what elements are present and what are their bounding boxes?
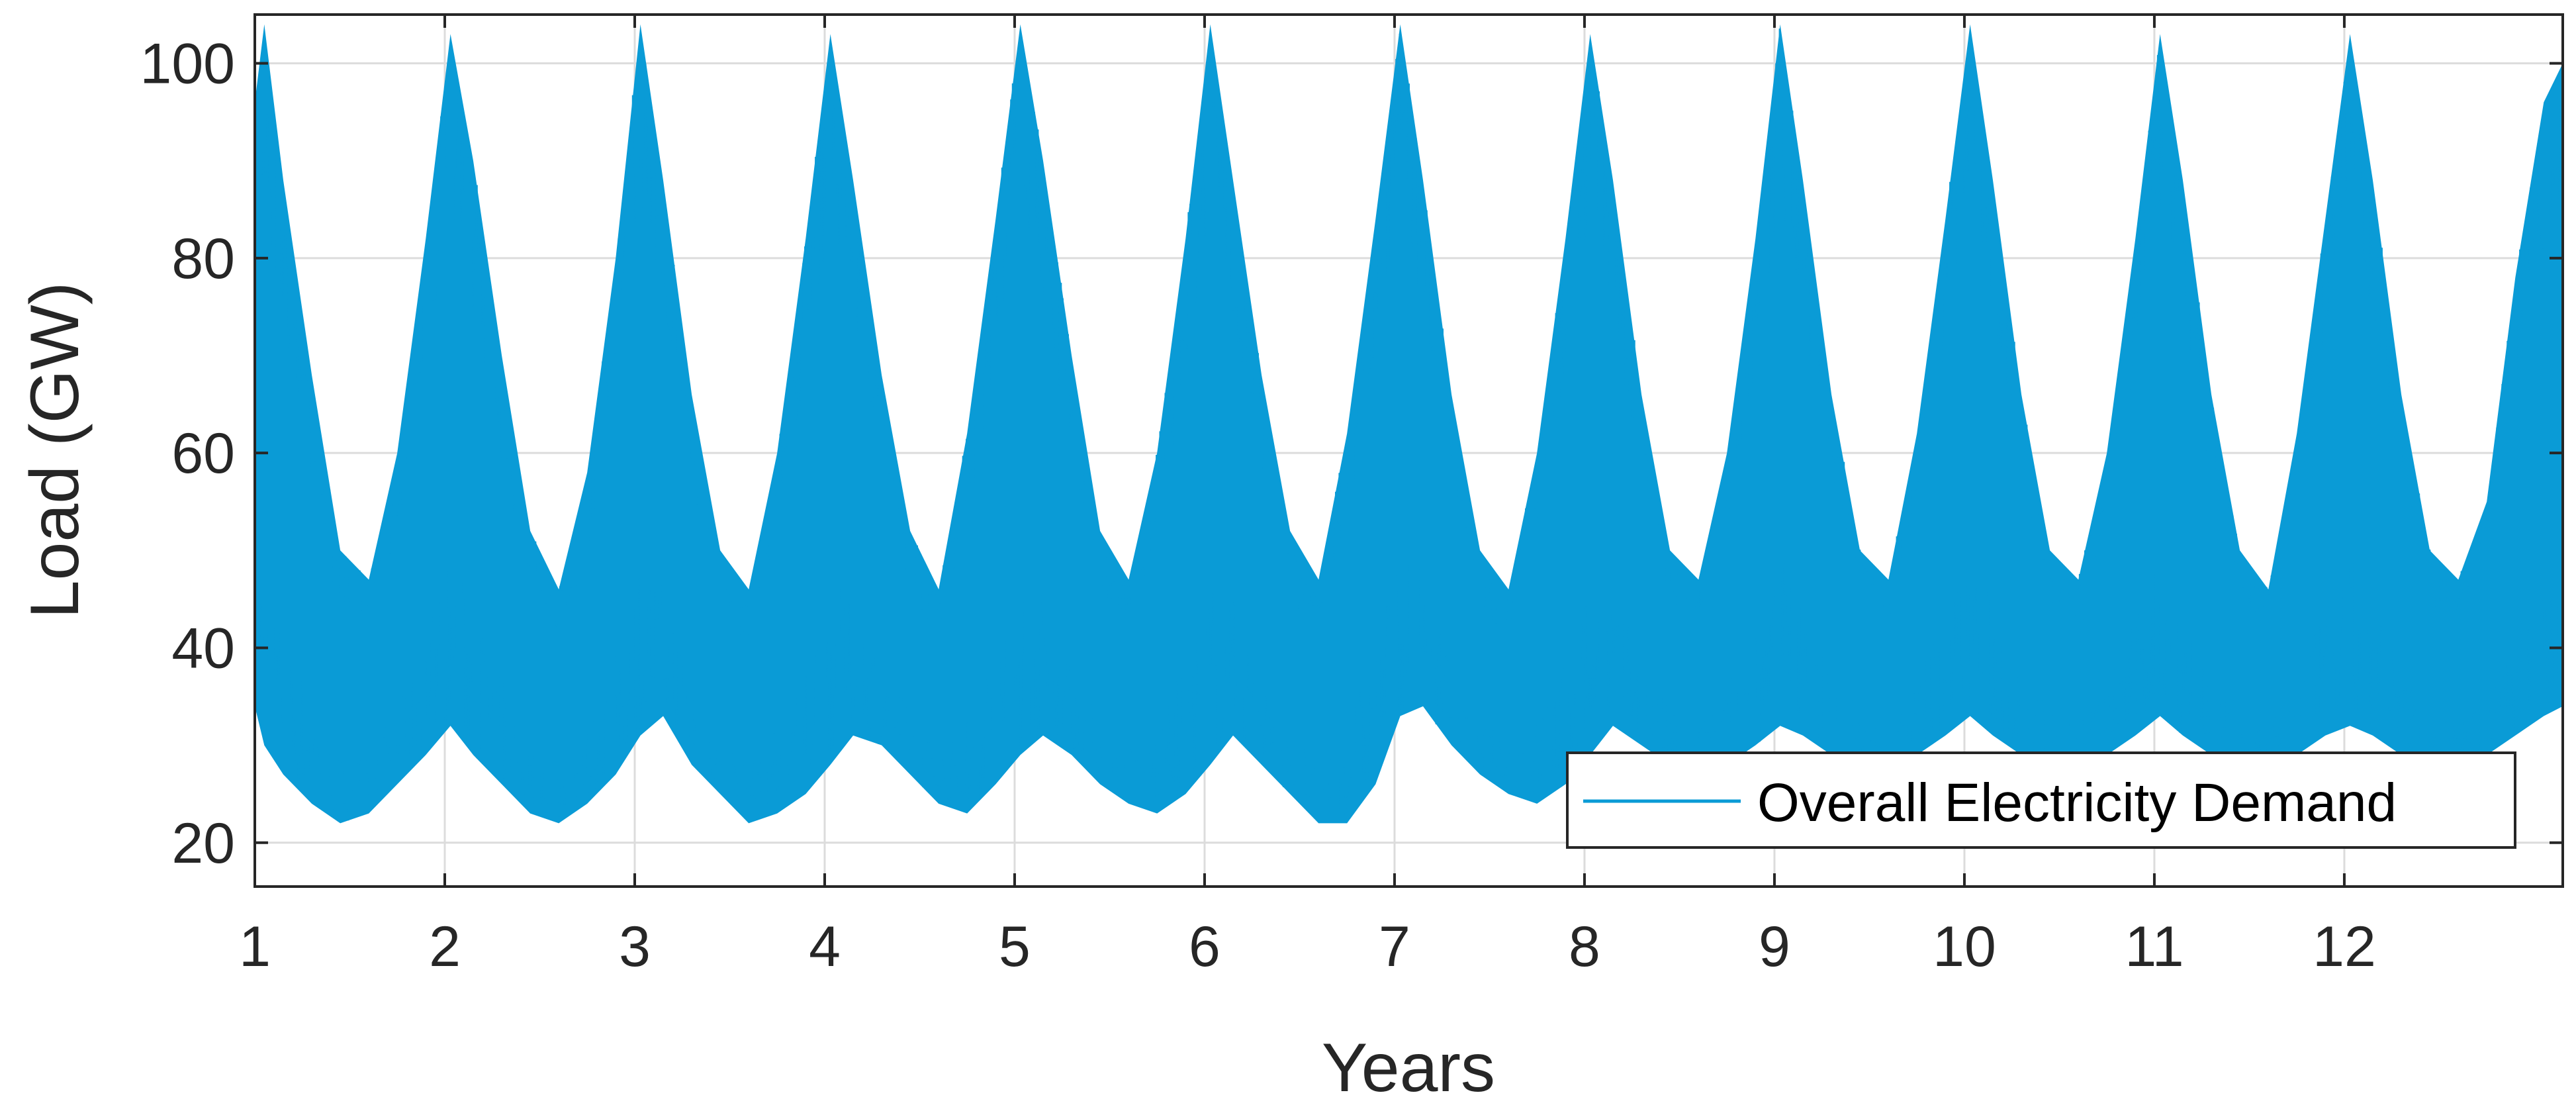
plot-area-frame <box>253 13 2564 888</box>
x-tick-label: 3 <box>619 915 651 979</box>
y-tick-label: 20 <box>171 812 235 875</box>
x-tick-label: 10 <box>1933 915 1996 979</box>
y-tick-label: 100 <box>140 32 236 96</box>
x-tick-label: 6 <box>1189 915 1220 979</box>
series-layer <box>253 24 2564 824</box>
x-tick-label: 9 <box>1759 915 1790 979</box>
x-axis-title: Years <box>1322 1030 1495 1106</box>
x-tick-label: 7 <box>1379 915 1410 979</box>
series-line <box>253 28 2564 822</box>
x-tick-label: 1 <box>239 915 271 979</box>
x-tick-layer: 1 2 3 4 5 6 7 8 9 10 11 12 <box>239 15 2376 979</box>
y-tick-label: 60 <box>171 422 235 485</box>
x-tick-label: 11 <box>2125 915 2184 979</box>
x-tick-label: 12 <box>2313 915 2376 979</box>
legend-label: Overall Electricity Demand <box>1757 773 2397 833</box>
y-axis-title: Load (GW) <box>17 282 93 619</box>
x-tick-label: 4 <box>809 915 841 979</box>
x-tick-label: 8 <box>1569 915 1600 979</box>
x-tick-label: 2 <box>429 915 461 979</box>
y-tick-layer: 20 40 60 80 100 <box>140 32 2563 875</box>
y-tick-label: 80 <box>171 227 235 291</box>
y-tick-label: 40 <box>171 616 235 680</box>
x-tick-label: 5 <box>999 915 1031 979</box>
legend: Overall Electricity Demand <box>1566 751 2516 849</box>
